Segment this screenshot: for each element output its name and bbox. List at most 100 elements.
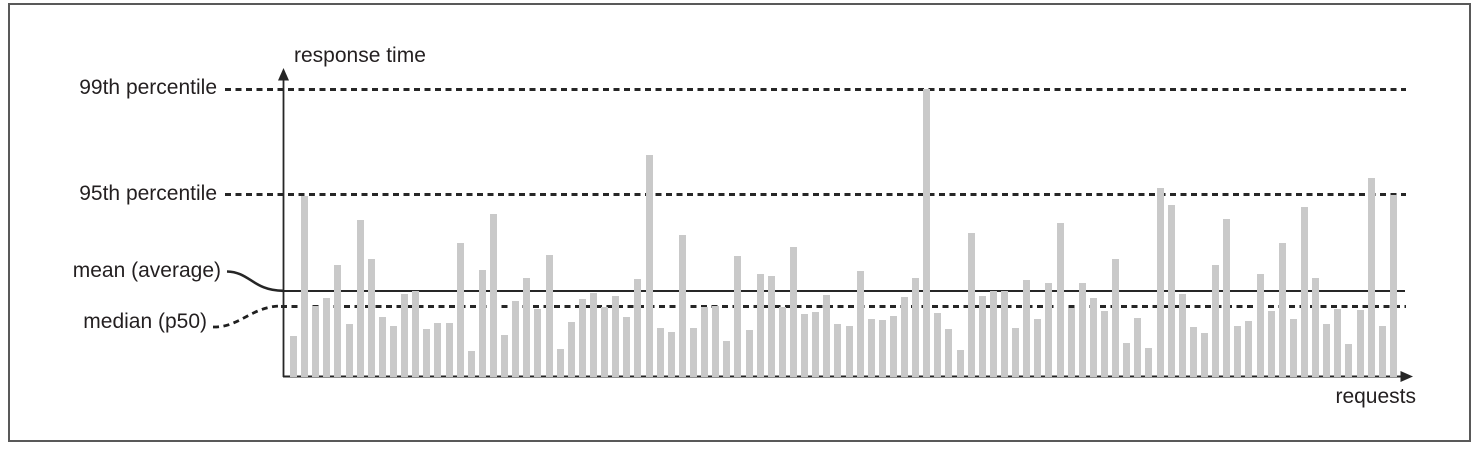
- bar: [689, 328, 697, 377]
- bar: [901, 297, 909, 377]
- bar: [478, 270, 486, 377]
- bar: [801, 314, 809, 377]
- bar: [756, 274, 764, 377]
- bar: [678, 235, 686, 377]
- bar: [301, 196, 309, 377]
- bar: [712, 306, 720, 377]
- bar: [1223, 219, 1231, 377]
- bar: [467, 351, 475, 377]
- bar: [378, 317, 386, 377]
- bar: [1034, 319, 1042, 377]
- bar: [1334, 309, 1342, 377]
- bar: [412, 291, 420, 377]
- median-connector-line: [212, 304, 282, 329]
- bar: [967, 233, 975, 377]
- bar: [1212, 265, 1220, 377]
- bar: [645, 155, 653, 377]
- bar: [1301, 207, 1308, 377]
- ref-label-median: median (p50): [83, 310, 207, 333]
- bar: [312, 306, 320, 377]
- guide-line-p95: [225, 192, 1406, 196]
- bar: [734, 256, 742, 377]
- bar: [445, 323, 453, 377]
- ref-label-99th-percentile: 99th percentile: [79, 76, 217, 99]
- bar: [889, 316, 897, 377]
- bar: [667, 332, 675, 377]
- bar: [1234, 326, 1242, 377]
- bar: [323, 298, 331, 377]
- bar: [1367, 178, 1375, 377]
- guide-line-median: [281, 304, 1406, 308]
- bar: [1389, 195, 1397, 377]
- bar: [812, 312, 820, 377]
- bar: [1001, 291, 1009, 377]
- bar: [1156, 188, 1164, 377]
- bar: [945, 329, 953, 377]
- bar: [1101, 311, 1109, 377]
- bar: [1167, 205, 1175, 377]
- bar: [334, 265, 342, 377]
- bar: [501, 335, 509, 377]
- bar: [1089, 298, 1097, 377]
- bar: [356, 220, 364, 377]
- bar: [656, 328, 664, 377]
- bar: [701, 307, 709, 377]
- bar: [1012, 328, 1020, 377]
- y-axis-arrowhead-icon: [278, 68, 289, 81]
- ref-label-95th-percentile: 95th percentile: [79, 182, 217, 205]
- bar: [823, 295, 831, 377]
- bar: [1067, 308, 1075, 377]
- bar: [1267, 311, 1275, 377]
- bar: [456, 243, 464, 377]
- bar: [1134, 318, 1142, 377]
- y-axis-title: response time: [294, 44, 426, 67]
- bar: [856, 271, 864, 377]
- bar: [634, 279, 642, 377]
- bar: [389, 326, 397, 377]
- bar: [1078, 283, 1086, 377]
- bars-layer: [290, 71, 1408, 377]
- bar: [878, 320, 886, 377]
- bar: [567, 322, 575, 377]
- bar: [290, 336, 297, 377]
- bar: [1123, 343, 1131, 377]
- bar: [1201, 333, 1209, 377]
- bar: [778, 307, 786, 377]
- bar: [345, 324, 353, 377]
- bar: [623, 317, 631, 377]
- bar: [1289, 319, 1297, 377]
- bar: [867, 319, 875, 377]
- bar: [556, 349, 564, 377]
- bar: [1312, 278, 1320, 377]
- bar: [1256, 274, 1264, 377]
- guide-line-p99: [225, 87, 1406, 91]
- bar: [1356, 310, 1364, 377]
- bar: [767, 276, 775, 377]
- x-axis-arrowhead-icon: [1400, 371, 1413, 382]
- bar: [834, 324, 842, 377]
- bar: [912, 278, 920, 377]
- bar: [523, 278, 531, 377]
- bar: [745, 330, 753, 377]
- bar: [934, 313, 942, 377]
- bar: [1045, 283, 1053, 377]
- bar: [612, 296, 620, 377]
- bar: [978, 296, 986, 377]
- bar: [1278, 243, 1286, 377]
- x-axis-title: requests: [1335, 385, 1416, 408]
- bar: [534, 309, 542, 377]
- bar: [1112, 259, 1120, 377]
- bar: [423, 329, 431, 377]
- bar: [789, 247, 797, 377]
- ref-label-mean: mean (average): [72, 259, 221, 282]
- bar: [601, 307, 609, 377]
- bar: [1189, 327, 1197, 377]
- bar: [989, 291, 997, 377]
- bar: [578, 299, 586, 377]
- bar: [489, 214, 497, 377]
- bar: [1378, 326, 1386, 377]
- bar: [401, 294, 409, 377]
- bar: [434, 323, 442, 377]
- bar: [1323, 324, 1331, 377]
